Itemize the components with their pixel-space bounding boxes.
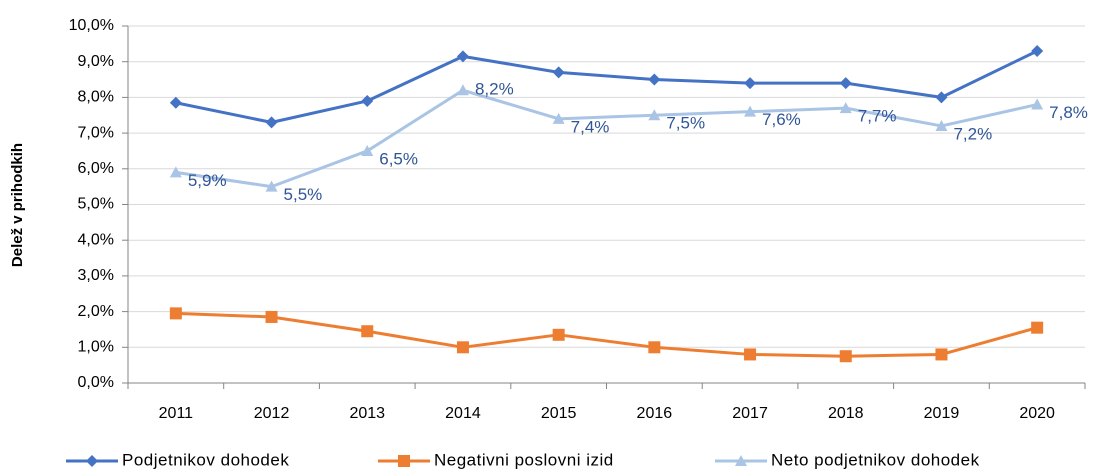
data-point [265, 310, 278, 323]
data-label: 7,7% [858, 107, 897, 126]
legend-marker [398, 455, 410, 467]
y-tick-label: 8,0% [78, 89, 114, 106]
x-tick-label: 2016 [637, 405, 673, 422]
y-tick-label: 4,0% [78, 231, 114, 248]
data-point [169, 307, 182, 320]
data-label: 7,5% [666, 114, 705, 133]
y-tick-label: 6,0% [78, 160, 114, 177]
y-tick-label: 10,0% [69, 17, 114, 34]
y-tick-label: 3,0% [78, 267, 114, 284]
y-tick-label: 1,0% [78, 339, 114, 356]
data-point [744, 77, 757, 90]
data-point [648, 109, 661, 121]
data-point [839, 77, 852, 90]
data-point [1031, 44, 1044, 57]
legend-label: Negativni poslovni izid [434, 450, 614, 469]
legend-marker [735, 455, 747, 466]
data-label: 7,8% [1049, 103, 1088, 122]
x-tick-label: 2015 [541, 405, 577, 422]
data-label: 7,6% [762, 110, 801, 129]
series-line [175, 49, 1038, 124]
x-tick-label: 2017 [732, 405, 768, 422]
data-point [456, 84, 469, 96]
data-point [169, 96, 182, 109]
data-label: 5,5% [284, 185, 323, 204]
x-tick-label: 2013 [349, 405, 385, 422]
legend-label: Podjetnikov dohodek [122, 450, 289, 469]
data-point [169, 166, 182, 178]
data-point [456, 50, 469, 63]
data-point [361, 94, 374, 107]
x-tick-label: 2019 [924, 405, 960, 422]
data-point [648, 341, 661, 354]
data-point [456, 341, 469, 354]
x-tick-label: 2014 [445, 405, 481, 422]
data-point [744, 105, 757, 117]
data-point [648, 73, 661, 86]
x-tick-label: 2018 [828, 405, 864, 422]
data-point [1031, 98, 1044, 110]
data-point [935, 91, 948, 104]
y-tick-label: 0,0% [78, 374, 114, 391]
data-point [935, 348, 948, 361]
data-point [265, 116, 278, 129]
y-tick-label: 5,0% [78, 196, 114, 213]
data-label: 6,5% [379, 149, 418, 168]
y-tick-label: 2,0% [78, 303, 114, 320]
data-point [552, 66, 565, 79]
y-axis-label: Delež v prihodkih [9, 143, 26, 267]
legend-marker [86, 455, 98, 467]
data-point [744, 348, 757, 361]
data-point [552, 328, 565, 341]
data-point [1031, 321, 1044, 334]
y-tick-label: 9,0% [78, 53, 114, 70]
y-tick-label: 7,0% [78, 124, 114, 141]
data-label: 7,2% [953, 124, 992, 143]
data-point [265, 180, 278, 192]
x-tick-label: 2012 [254, 405, 290, 422]
data-point [935, 119, 948, 131]
data-point [839, 102, 852, 114]
data-point [552, 112, 565, 124]
data-label: 5,9% [188, 171, 227, 190]
x-tick-label: 2011 [159, 405, 194, 422]
series-line [175, 88, 1038, 189]
legend-label: Neto podjetnikov dohodek [771, 450, 980, 469]
data-label: 8,2% [475, 80, 514, 99]
data-label: 7,4% [571, 117, 610, 136]
data-point [361, 144, 374, 156]
data-point [361, 325, 374, 338]
data-point [839, 350, 852, 363]
series-line [175, 311, 1038, 358]
x-tick-label: 2020 [1019, 405, 1055, 422]
